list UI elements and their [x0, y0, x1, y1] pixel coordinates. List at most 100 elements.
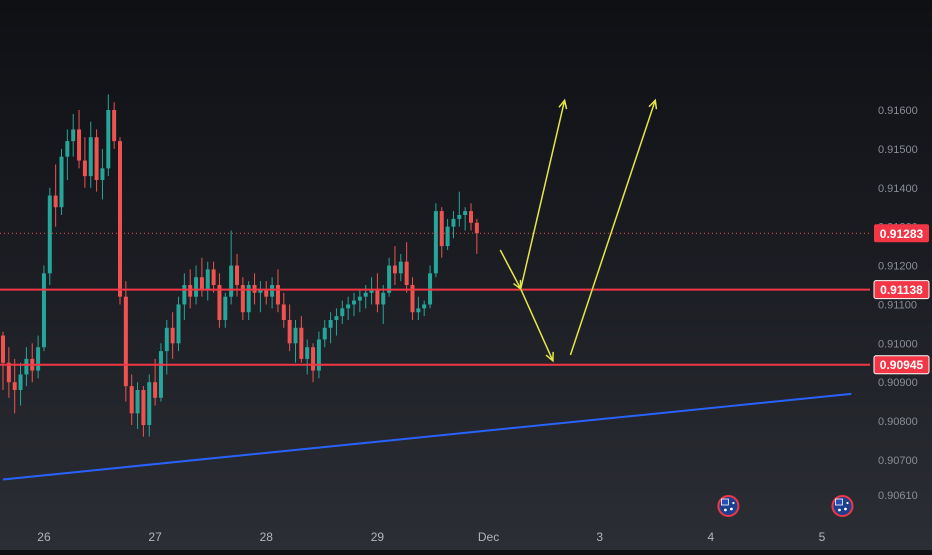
- price-tick-label: 0.90700: [878, 455, 918, 467]
- candle-body: [404, 261, 409, 285]
- candle-body: [188, 285, 193, 297]
- price-label-text: 0.91138: [880, 283, 923, 297]
- candle-body: [88, 137, 93, 177]
- candle-body: [6, 362, 11, 383]
- candle-body: [369, 288, 374, 293]
- projection-arrow[interactable]: [499, 249, 522, 291]
- time-tick-label: 5: [819, 530, 826, 544]
- candle-body: [381, 292, 386, 305]
- time-axis[interactable]: 26 27 28 29 Dec 3 4 5: [37, 530, 825, 544]
- candle: [451, 211, 456, 239]
- arrow-shaft: [499, 249, 522, 290]
- candle-body: [293, 327, 298, 344]
- flag-star: [730, 507, 733, 511]
- candle-body: [357, 296, 362, 301]
- candle: [439, 207, 444, 258]
- candle-body: [258, 288, 263, 293]
- candle: [281, 292, 286, 328]
- candle: [305, 339, 310, 375]
- candle: [287, 304, 292, 352]
- candle: [1, 331, 5, 390]
- price-label-box: [874, 224, 929, 243]
- candle-body: [36, 347, 41, 371]
- flag-star: [724, 508, 727, 512]
- candle: [270, 277, 275, 309]
- candle-body: [158, 351, 163, 398]
- candle: [205, 261, 210, 301]
- candle: [258, 281, 263, 313]
- candle: [322, 320, 327, 348]
- candle-body: [311, 347, 316, 371]
- australia-flag-icon[interactable]: [717, 495, 740, 517]
- time-tick-label: 4: [708, 530, 715, 544]
- candle: [293, 320, 298, 363]
- candle-body: [334, 316, 339, 320]
- candle-body: [47, 195, 52, 274]
- candle: [199, 257, 204, 297]
- events-layer[interactable]: [717, 495, 854, 517]
- candle: [404, 242, 409, 293]
- candle: [211, 261, 216, 293]
- candle: [445, 218, 450, 250]
- candle: [77, 110, 82, 169]
- price-label-box: [873, 355, 930, 375]
- candle-body: [439, 211, 444, 247]
- flag-star: [844, 507, 847, 511]
- candle: [176, 296, 181, 352]
- candle-body: [410, 285, 415, 313]
- price-tick-label: 0.90900: [878, 377, 918, 389]
- candle-body: [182, 285, 187, 305]
- price-tick-label: 0.91600: [878, 105, 918, 117]
- candle: [158, 343, 163, 402]
- candle-body: [445, 226, 450, 247]
- candle-body: [123, 296, 128, 387]
- candle-body: [112, 110, 117, 142]
- candle: [433, 203, 438, 278]
- projection-arrow[interactable]: [519, 98, 568, 290]
- candle: [123, 281, 128, 402]
- trendline-layer[interactable]: [2, 392, 852, 481]
- price-axis[interactable]: 0.916000.915000.914000.913000.912000.911…: [873, 105, 930, 502]
- candle: [328, 312, 333, 344]
- candle-body: [1, 335, 5, 363]
- candle-body: [240, 285, 245, 313]
- candle: [334, 308, 339, 336]
- candle: [416, 296, 421, 320]
- price-label: 0.90945: [873, 355, 930, 375]
- arrow-head: [558, 98, 568, 110]
- candle-body: [147, 382, 152, 425]
- candle: [346, 296, 351, 320]
- candle: [12, 358, 17, 414]
- candle: [47, 187, 52, 285]
- flag-star: [838, 508, 841, 512]
- candle: [82, 137, 87, 188]
- levels-layer[interactable]: [0, 232, 870, 366]
- trendline[interactable]: [2, 392, 852, 481]
- candle: [170, 312, 175, 359]
- flag-canton: [721, 498, 729, 506]
- candle-body: [24, 358, 29, 375]
- australia-flag-icon[interactable]: [831, 495, 854, 517]
- candle: [129, 374, 134, 425]
- candle: [36, 335, 41, 379]
- candle-body: [387, 265, 392, 293]
- price-tick-label: 0.90800: [878, 416, 918, 428]
- flag-canton: [835, 498, 843, 506]
- projection-arrow[interactable]: [569, 98, 658, 356]
- candle: [392, 246, 397, 285]
- projection-arrow[interactable]: [520, 288, 554, 363]
- candle: [106, 94, 111, 177]
- candle-body: [94, 137, 99, 180]
- projection-arrows-layer[interactable]: [499, 98, 658, 363]
- arrow-head: [648, 98, 658, 110]
- candle-body: [264, 288, 269, 297]
- candle-body: [106, 110, 111, 169]
- candle: [469, 203, 473, 231]
- candle-body: [217, 285, 222, 320]
- candle-body: [316, 339, 321, 371]
- candle-body: [82, 160, 87, 177]
- price-tick-label: 0.91200: [878, 261, 918, 273]
- candle: [71, 113, 76, 157]
